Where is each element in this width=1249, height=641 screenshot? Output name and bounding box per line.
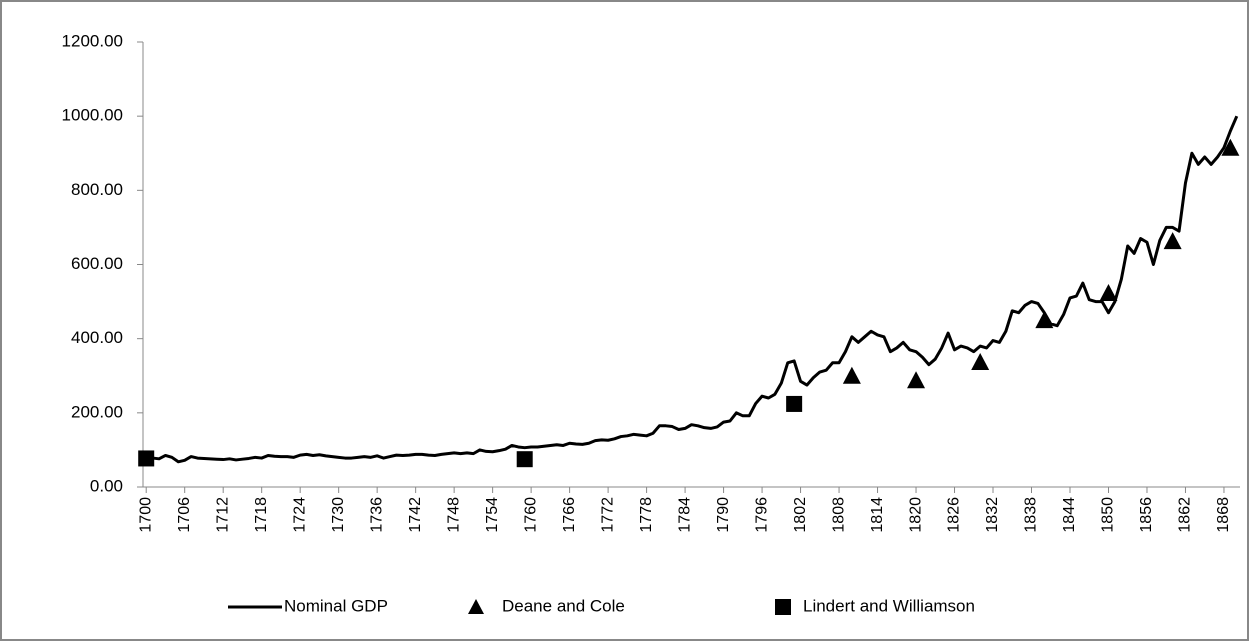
x-tick-label: 1724: [291, 497, 308, 533]
x-tick-label: 1712: [214, 497, 231, 533]
x-tick-label: 1856: [1138, 497, 1155, 533]
x-tick-label: 1730: [330, 497, 347, 533]
x-tick-label: 1766: [561, 497, 578, 533]
triangle-marker: [971, 353, 990, 371]
x-tick-label: 1748: [445, 497, 462, 533]
x-tick-label: 1760: [522, 497, 539, 533]
triangle-marker: [907, 371, 926, 389]
x-tick-label: 1790: [715, 497, 732, 533]
x-tick-label: 1742: [407, 497, 424, 533]
x-tick-label: 1718: [253, 497, 270, 533]
legend-square: [775, 599, 791, 615]
x-tick-label: 1736: [368, 497, 385, 533]
x-tick-label: 1814: [869, 497, 886, 533]
legend-label: Lindert and Williamson: [803, 596, 975, 615]
x-tick-label: 1826: [946, 497, 963, 533]
legend-label: Nominal GDP: [284, 596, 388, 615]
y-tick-label: 800.00: [71, 180, 123, 199]
y-tick-label: 400.00: [71, 328, 123, 347]
triangle-marker: [1035, 311, 1054, 329]
y-tick-label: 600.00: [71, 254, 123, 273]
x-tick-label: 1868: [1215, 497, 1232, 533]
square-marker: [786, 395, 803, 412]
x-tick-label: 1796: [753, 497, 770, 533]
triangle-marker: [1099, 284, 1118, 302]
legend-triangle: [468, 599, 484, 614]
x-tick-label: 1706: [176, 497, 193, 533]
legend-label: Deane and Cole: [502, 596, 625, 615]
y-tick-label: 1200.00: [62, 31, 123, 50]
x-tick-label: 1862: [1177, 497, 1194, 533]
y-tick-label: 200.00: [71, 402, 123, 421]
x-tick-label: 1850: [1100, 497, 1117, 533]
x-tick-label: 1772: [599, 497, 616, 533]
triangle-marker: [1163, 232, 1182, 250]
y-tick-label: 1000.00: [62, 106, 123, 125]
triangle-marker: [842, 366, 861, 384]
x-tick-label: 1844: [1061, 497, 1078, 533]
x-tick-label: 1838: [1023, 497, 1040, 533]
x-tick-label: 1700: [137, 497, 154, 533]
x-tick-label: 1802: [792, 497, 809, 533]
y-tick-label: 0.00: [90, 476, 123, 495]
x-tick-label: 1820: [907, 497, 924, 533]
x-tick-label: 1754: [484, 497, 501, 533]
x-tick-label: 1784: [676, 497, 693, 533]
x-tick-label: 1808: [830, 497, 847, 533]
x-tick-label: 1832: [984, 497, 1001, 533]
line-series: [146, 115, 1239, 464]
triangle-marker: [1221, 138, 1240, 156]
square-marker: [138, 450, 155, 467]
x-tick-label: 1778: [638, 497, 655, 533]
square-marker: [516, 451, 533, 468]
